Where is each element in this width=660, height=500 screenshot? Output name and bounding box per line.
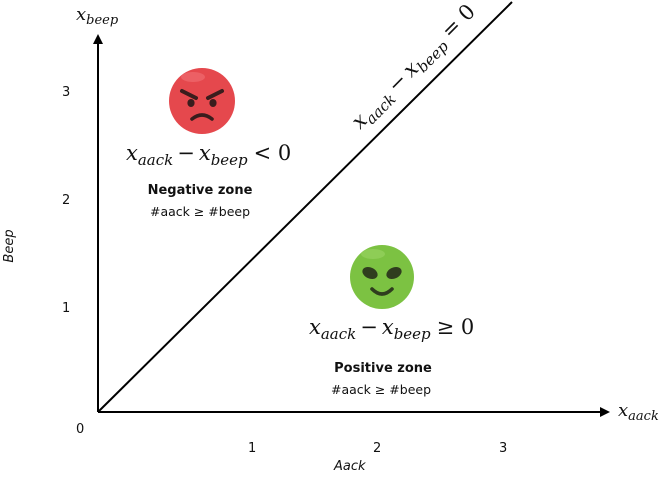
x-tick-label: 2	[373, 441, 381, 456]
negative-ineq-b-base: x	[199, 141, 211, 165]
boundary-eq-b-sub: beep	[413, 37, 452, 76]
positive-ineq-b-sub: beep	[394, 325, 431, 343]
y-axis-variable-base: x	[76, 4, 86, 25]
positive-ineq-a-sub: aack	[321, 325, 356, 343]
positive-ineq-a-base: x	[309, 315, 321, 339]
origin-label: 0	[76, 422, 84, 437]
positive-ineq-rel: ≥ 0	[437, 315, 475, 339]
negative-inequality: xaack − xbeep < 0	[126, 141, 291, 169]
positive-ineq-b-base: x	[382, 315, 394, 339]
x-axis-variable-base: x	[618, 400, 628, 421]
y-axis-variable: xbeep	[76, 4, 119, 28]
negative-ineq-rel: < 0	[254, 141, 292, 165]
alien-face-icon	[350, 245, 414, 309]
x-axis-variable-sub: aack	[628, 409, 659, 424]
positive-zone: xaack − xbeep ≥ 0 Positive zone #aack ≥ #be…	[309, 245, 474, 397]
x-tick-label: 1	[248, 441, 256, 456]
negative-zone-title: Negative zone	[148, 183, 253, 198]
y-tick-label: 2	[62, 193, 70, 208]
negative-ineq-b-sub: beep	[211, 151, 248, 169]
positive-inequality: xaack − xbeep ≥ 0	[309, 315, 474, 343]
boundary-eq-rel: = 0	[436, 0, 480, 43]
boundary-equation: xaack−xbeep= 0	[347, 0, 483, 136]
y-axis-name: Beep	[2, 229, 17, 262]
x-axis-name: Aack	[333, 459, 366, 474]
negative-zone-rule: #aack ≥ #beep	[150, 204, 250, 219]
angry-face-icon	[169, 68, 235, 134]
negative-ineq-a-sub: aack	[138, 151, 173, 169]
negative-zone: xaack − xbeep < 0 Negative zone #aack ≥ #be…	[126, 68, 291, 219]
y-axis-variable-sub: beep	[86, 13, 119, 28]
positive-ineq-op: −	[360, 315, 378, 339]
boundary-line	[97, 1, 513, 413]
negative-ineq-op: −	[177, 141, 195, 165]
y-tick-label: 1	[62, 301, 70, 316]
x-axis-variable: xaack	[618, 400, 659, 424]
x-tick-label: 3	[499, 441, 507, 456]
positive-zone-rule: #aack ≥ #beep	[331, 382, 431, 397]
y-tick-label: 3	[62, 85, 70, 100]
negative-ineq-a-base: x	[126, 141, 138, 165]
positive-zone-title: Positive zone	[334, 361, 432, 376]
